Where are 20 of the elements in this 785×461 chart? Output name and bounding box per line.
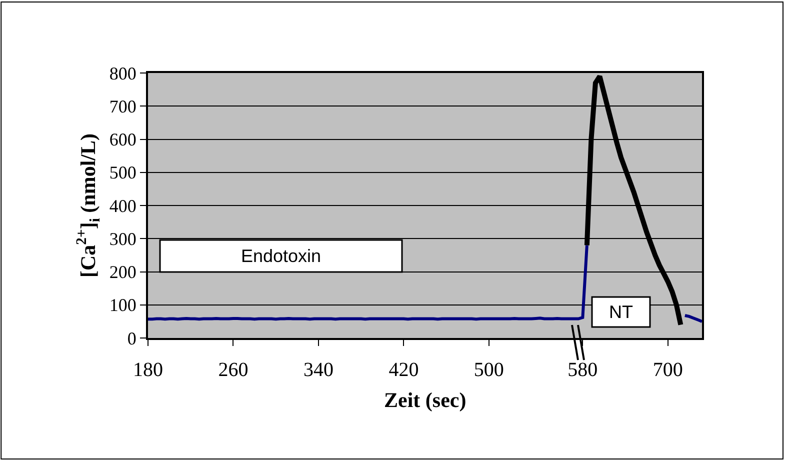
y-tick-label: 800 (109, 63, 136, 84)
annotation: Endotoxin (241, 246, 322, 266)
x-tick-label: 500 (474, 359, 504, 381)
y-tick-label: 200 (109, 262, 136, 282)
x-tick-label: 260 (218, 359, 248, 381)
line-series (148, 244, 588, 321)
x-tick-label: 180 (133, 359, 163, 381)
x-tick-label: 700 (652, 359, 683, 381)
y-tick-label: 500 (109, 162, 136, 183)
y-tick-label: 300 (109, 228, 136, 249)
x-tick-label: 340 (303, 359, 334, 381)
annotation: NT (609, 302, 633, 322)
x-tick-label: 420 (388, 359, 419, 381)
y-tick-label: 600 (109, 130, 136, 150)
y-tick-label: 700 (109, 96, 136, 116)
y-tick-label: 0 (127, 328, 136, 348)
x-axis-title: Zeit (sec) (384, 388, 466, 412)
x-tick-label: 580 (568, 359, 598, 381)
y-tick-label: 100 (109, 295, 136, 316)
y-tick-label: 400 (109, 196, 136, 216)
